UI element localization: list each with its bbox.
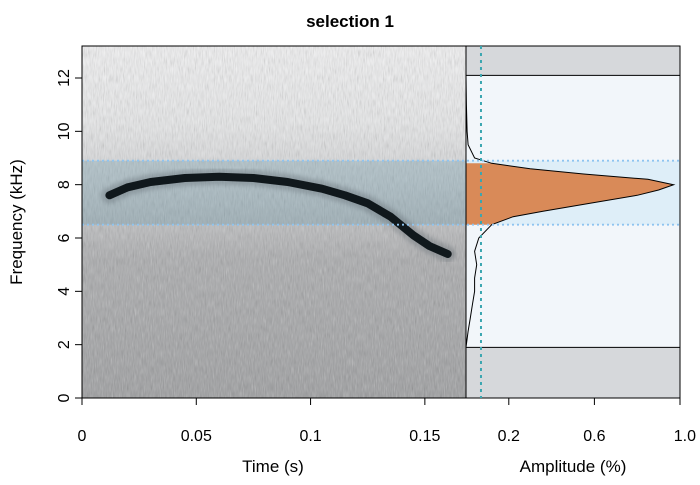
amplitude-band-area bbox=[466, 163, 674, 225]
y-axis-label: Frequency (kHz) bbox=[7, 159, 26, 285]
x-tick-label-time: 0.15 bbox=[409, 428, 440, 445]
y-tick-label: 12 bbox=[56, 69, 73, 87]
x-axis-time: 0 0.05 0.1 0.15 bbox=[78, 397, 441, 445]
amplitude-curve bbox=[466, 75, 676, 348]
y-tick-label: 0 bbox=[56, 393, 73, 402]
y-tick-label: 10 bbox=[56, 122, 73, 140]
spectrogram-panel bbox=[82, 46, 466, 398]
x-tick-label-amplitude: 0.2 bbox=[498, 428, 520, 445]
x-tick-label-time: 0.1 bbox=[299, 428, 321, 445]
chart-title: selection 1 bbox=[306, 12, 394, 31]
outside-range-top bbox=[466, 46, 680, 76]
x-axis-label-time: Time (s) bbox=[242, 457, 304, 476]
outside-range-bottom bbox=[466, 347, 680, 398]
y-axis: 0 2 4 6 8 10 12 bbox=[56, 69, 83, 402]
y-tick-label: 6 bbox=[56, 233, 73, 242]
x-axis-amplitude: 0.2 0.6 1.0 bbox=[498, 397, 696, 445]
y-tick-label: 4 bbox=[56, 287, 73, 296]
amplitude-series bbox=[466, 74, 680, 348]
x-tick-label-amplitude: 0.6 bbox=[583, 428, 605, 445]
x-tick-label-amplitude: 1.0 bbox=[674, 428, 696, 445]
spectrogram-band-tint bbox=[82, 160, 466, 225]
call-contour-group bbox=[101, 168, 456, 262]
call-contour bbox=[105, 172, 452, 258]
x-axis-label-amplitude: Amplitude (%) bbox=[520, 457, 627, 476]
x-tick-label-time: 0.05 bbox=[181, 428, 212, 445]
frequency-band-lines bbox=[82, 46, 680, 398]
y-tick-label: 2 bbox=[56, 340, 73, 349]
y-tick-label: 8 bbox=[56, 180, 73, 189]
x-tick-label-time: 0 bbox=[78, 428, 87, 445]
amplitude-panel bbox=[466, 46, 680, 398]
